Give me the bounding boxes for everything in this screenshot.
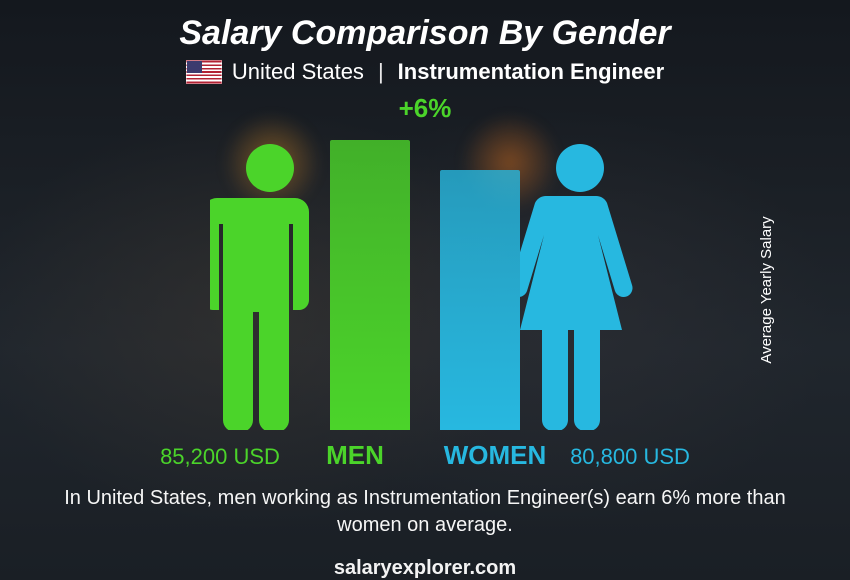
woman-icon bbox=[520, 140, 640, 430]
labels-row: 85,200 USD MEN WOMEN 80,800 USD bbox=[0, 440, 850, 471]
women-value: 80,800 USD bbox=[550, 444, 710, 470]
page-title: Salary Comparison By Gender bbox=[179, 14, 670, 53]
men-label: MEN bbox=[300, 440, 410, 471]
woman-icon-block bbox=[520, 140, 640, 430]
women-label: WOMEN bbox=[440, 440, 550, 471]
bar-women bbox=[440, 170, 520, 430]
subtitle: United States | Instrumentation Engineer bbox=[186, 59, 664, 85]
y-axis-label: Average Yearly Salary bbox=[758, 216, 775, 363]
country-label: United States bbox=[232, 59, 364, 85]
bar-men bbox=[330, 140, 410, 430]
man-icon bbox=[210, 140, 330, 430]
men-value: 85,200 USD bbox=[140, 444, 300, 470]
us-flag-icon bbox=[186, 60, 222, 84]
separator: | bbox=[378, 59, 384, 85]
infographic-container: Salary Comparison By Gender United State… bbox=[0, 0, 850, 580]
difference-label: +6% bbox=[399, 93, 452, 124]
chart-area bbox=[210, 130, 640, 430]
bar-men-wrap bbox=[330, 130, 410, 430]
man-icon-block bbox=[210, 140, 330, 430]
bar-women-wrap bbox=[440, 130, 520, 430]
source-label: salaryexplorer.com bbox=[334, 557, 516, 580]
summary-text: In United States, men working as Instrum… bbox=[55, 485, 795, 539]
job-title: Instrumentation Engineer bbox=[398, 59, 664, 85]
